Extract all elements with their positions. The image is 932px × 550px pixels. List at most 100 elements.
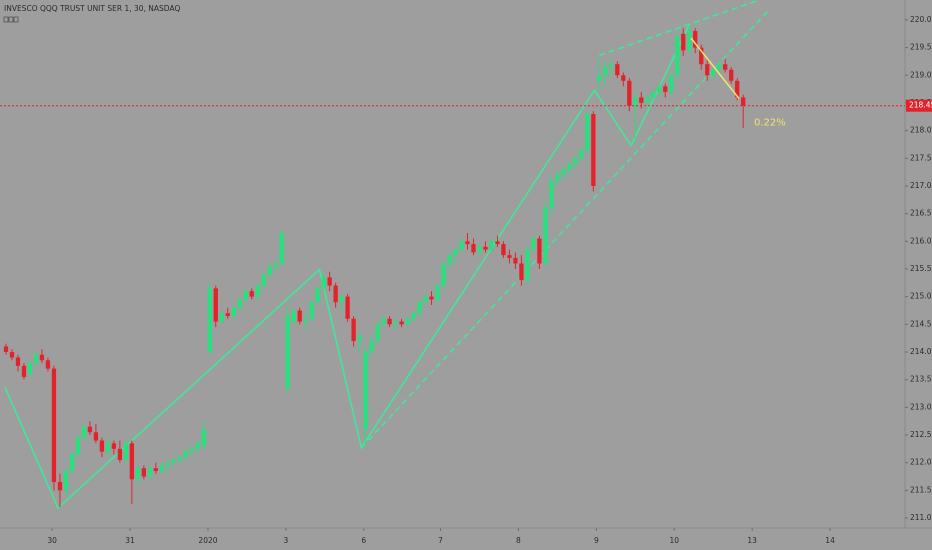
y-tick-label: 213.0 bbox=[910, 402, 932, 411]
candle-body bbox=[201, 429, 206, 447]
candle-body bbox=[351, 318, 356, 341]
candle-body bbox=[513, 257, 518, 264]
candle-body bbox=[129, 443, 135, 480]
candle-body bbox=[333, 285, 338, 303]
candle-body bbox=[603, 66, 608, 76]
candle-body bbox=[591, 114, 596, 186]
x-tick-label: 30 bbox=[47, 536, 57, 545]
candle-body bbox=[171, 459, 176, 463]
candle-body bbox=[369, 340, 374, 352]
change-label: 0.22% bbox=[754, 118, 786, 129]
candle-body bbox=[687, 30, 692, 51]
candle-body bbox=[693, 30, 698, 48]
candle-body bbox=[339, 296, 344, 303]
candle-body bbox=[645, 97, 650, 103]
candle-body bbox=[723, 64, 728, 70]
icon bbox=[13, 16, 19, 23]
candle-body bbox=[255, 285, 260, 297]
candle-body bbox=[585, 114, 590, 150]
candle-body bbox=[219, 313, 224, 322]
candle-body bbox=[321, 277, 326, 289]
candle-body bbox=[123, 443, 129, 460]
y-tick-label: 216.0 bbox=[910, 236, 932, 245]
candle-body bbox=[147, 468, 152, 477]
candle-body bbox=[417, 302, 422, 314]
x-tick-label: 7 bbox=[438, 536, 443, 545]
candle-body bbox=[657, 86, 662, 92]
icon bbox=[8, 16, 14, 23]
candle-body bbox=[669, 75, 674, 92]
candle-body bbox=[33, 354, 39, 364]
candle-body bbox=[399, 321, 404, 325]
candle-body bbox=[363, 352, 368, 430]
x-tick-label: 3 bbox=[283, 536, 288, 545]
candle-body bbox=[261, 274, 266, 286]
candle-body bbox=[249, 291, 254, 297]
candle-body bbox=[21, 365, 27, 377]
candle-body bbox=[639, 97, 644, 103]
candle-body bbox=[183, 451, 188, 458]
candle-body bbox=[471, 244, 476, 253]
candle-body bbox=[705, 64, 710, 76]
candle-body bbox=[621, 75, 626, 81]
candle-body bbox=[291, 310, 296, 322]
candle-body bbox=[141, 468, 146, 477]
candle-body bbox=[315, 288, 320, 303]
candle-body bbox=[663, 86, 668, 92]
candle-body bbox=[735, 80, 740, 98]
candle-body bbox=[459, 241, 464, 250]
y-tick-label: 211.0 bbox=[910, 513, 932, 522]
plot-area bbox=[0, 0, 905, 510]
x-tick-label: 6 bbox=[361, 536, 366, 545]
candle-body bbox=[105, 443, 111, 452]
candle-body bbox=[273, 263, 278, 267]
y-tick-label: 218.0 bbox=[910, 126, 932, 135]
candle-body bbox=[597, 75, 602, 81]
candle-body bbox=[633, 97, 638, 106]
y-tick-label: 213.5 bbox=[910, 375, 932, 384]
candle-body bbox=[237, 299, 242, 308]
candle-body bbox=[519, 263, 524, 281]
candle-body bbox=[15, 357, 21, 366]
x-tick-label: 9 bbox=[594, 536, 599, 545]
candle-body bbox=[243, 291, 248, 300]
candle-body bbox=[627, 80, 632, 106]
x-tick-label: 10 bbox=[669, 536, 679, 545]
candle-body bbox=[411, 313, 416, 319]
x-tick-label: 8 bbox=[516, 536, 521, 545]
candle-body bbox=[501, 244, 506, 256]
candle-body bbox=[741, 97, 746, 106]
candle-body bbox=[27, 363, 33, 375]
candle-body bbox=[615, 64, 620, 76]
candle-body bbox=[543, 208, 548, 264]
candle-body bbox=[573, 158, 578, 164]
channel-line bbox=[599, 0, 760, 57]
candle-body bbox=[483, 246, 488, 250]
candle-body bbox=[699, 47, 704, 65]
candle-body bbox=[99, 440, 105, 452]
candle-body bbox=[153, 468, 158, 471]
candle-body bbox=[63, 470, 69, 491]
candle-body bbox=[45, 360, 51, 369]
candle-body bbox=[3, 346, 9, 352]
last-price-label: 218.45 bbox=[909, 101, 932, 110]
candle-body bbox=[429, 296, 434, 300]
candle-body bbox=[507, 255, 512, 258]
candle-body bbox=[75, 437, 81, 455]
candle-body bbox=[675, 36, 680, 76]
y-tick-label: 220.0 bbox=[910, 15, 932, 24]
candle-body bbox=[231, 307, 236, 317]
candle-body bbox=[477, 246, 482, 253]
candle-body bbox=[423, 296, 428, 303]
candle-body bbox=[267, 266, 272, 275]
candle-body bbox=[495, 241, 500, 245]
trend-line bbox=[690, 37, 740, 100]
y-tick-label: 219.5 bbox=[910, 43, 932, 52]
y-tick-label: 215.5 bbox=[910, 264, 932, 273]
candle-body bbox=[117, 448, 123, 460]
candle-body bbox=[69, 454, 75, 471]
candle-body bbox=[93, 432, 99, 441]
icon bbox=[3, 16, 9, 23]
candle-body bbox=[531, 238, 536, 250]
